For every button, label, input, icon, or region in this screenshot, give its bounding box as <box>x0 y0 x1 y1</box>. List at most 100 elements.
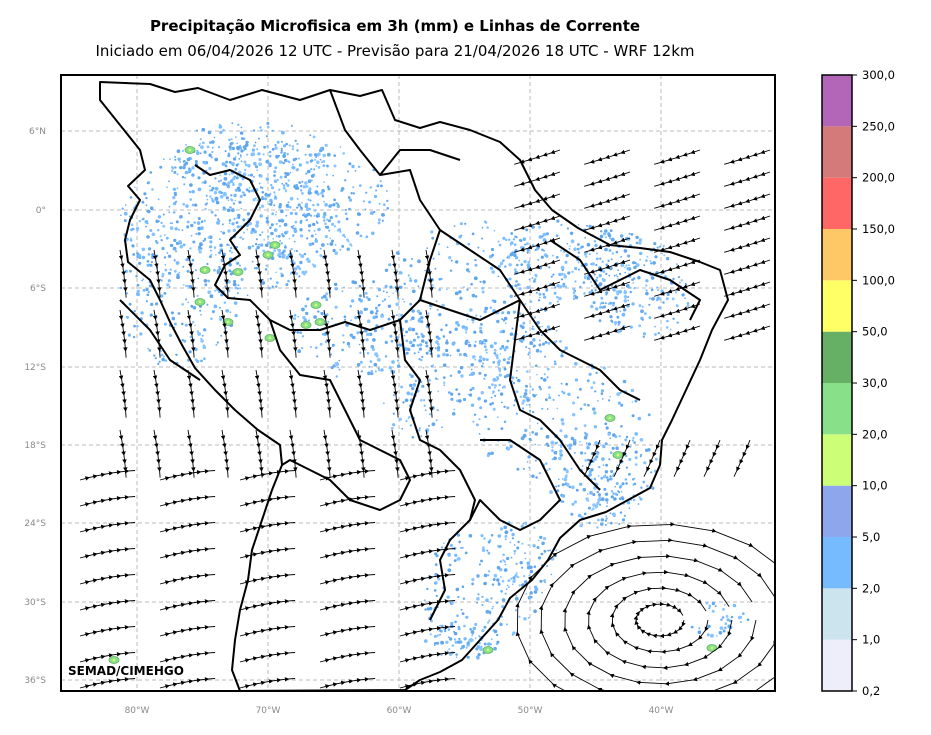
precip-cell <box>512 382 516 385</box>
precip-cell <box>567 271 571 275</box>
streamline <box>254 249 264 298</box>
precip-cell <box>171 169 173 172</box>
precip-cell <box>511 537 514 540</box>
precip-cell <box>524 303 527 305</box>
precip-cell <box>525 228 529 232</box>
precip-cell <box>341 245 345 248</box>
precip-cell <box>478 433 481 435</box>
streamline <box>673 439 691 477</box>
precip-cell <box>518 287 522 291</box>
precip-cell <box>316 203 320 207</box>
precip-cell <box>185 298 188 301</box>
precip-cell <box>531 277 534 279</box>
precip-cell <box>226 183 229 186</box>
precip-cell <box>142 288 146 292</box>
precip-cell <box>552 254 554 257</box>
precip-cell <box>201 334 204 337</box>
precip-cell <box>438 629 442 632</box>
precip-cell <box>651 485 654 488</box>
precip-cell <box>437 253 441 256</box>
precip-cell <box>609 266 613 271</box>
precip-cell <box>600 392 604 395</box>
precip-cell <box>278 160 283 164</box>
precip-cell <box>506 556 510 561</box>
precip-cell <box>448 563 452 567</box>
precip-cell <box>624 438 628 442</box>
precip-cell <box>534 273 538 277</box>
precip-cell <box>359 351 362 354</box>
streamline <box>724 259 771 275</box>
precip-cell <box>487 570 491 573</box>
precip-cell <box>453 638 457 641</box>
precip-cell <box>338 368 341 371</box>
streamline <box>399 625 456 637</box>
precip-cell <box>303 252 307 256</box>
precip-cell <box>315 346 318 350</box>
precip-cell <box>331 239 334 243</box>
precip-cell <box>483 220 487 223</box>
precip-cell <box>235 176 239 180</box>
precip-cell <box>333 225 337 228</box>
precip-cell <box>322 215 326 219</box>
precip-cell <box>424 409 427 411</box>
precip-cell <box>410 345 413 347</box>
precip-cell <box>421 384 425 388</box>
precip-cell <box>447 628 451 631</box>
precip-cell <box>620 490 623 493</box>
precip-cell <box>210 249 212 252</box>
precip-cell <box>654 457 658 461</box>
precip-cell <box>435 300 438 303</box>
precip-cell <box>136 283 140 287</box>
precip-cell <box>628 472 631 476</box>
precip-cell <box>531 474 535 478</box>
precip-cell <box>533 609 537 613</box>
precip-cell <box>654 255 658 259</box>
precip-cell <box>620 403 624 407</box>
precip-cell <box>446 339 448 342</box>
precip-cell <box>174 166 177 169</box>
precip-cell <box>634 261 637 265</box>
precip-cell <box>208 153 212 157</box>
precip-cell <box>481 548 486 553</box>
precip-cell <box>232 157 237 161</box>
precip-cell <box>442 352 446 357</box>
streamline <box>159 469 216 481</box>
precip-cell <box>498 373 502 377</box>
precip-cell <box>215 200 220 205</box>
precip-cell <box>435 419 438 422</box>
precip-cell <box>373 194 378 199</box>
precip-cell <box>141 247 146 252</box>
streamline <box>319 521 376 533</box>
precip-cell <box>429 633 432 636</box>
precip-cell <box>386 199 389 202</box>
precip-cell <box>535 394 538 396</box>
precip-cell <box>143 192 147 196</box>
precip-cell <box>346 247 350 251</box>
precip-cell <box>155 254 159 258</box>
precip-cell <box>565 285 567 288</box>
precip-cell <box>492 377 497 382</box>
precip-cell <box>132 335 136 339</box>
precip-cell <box>322 153 326 158</box>
precip-cell <box>446 650 449 653</box>
precip-cell <box>307 319 311 322</box>
precip-cell <box>129 238 133 242</box>
precip-cell <box>149 206 154 210</box>
precip-cell <box>476 597 480 601</box>
precip-cell <box>621 443 624 446</box>
precip-cell <box>203 357 206 361</box>
precip-cell <box>584 431 587 435</box>
precip-cell <box>289 211 293 215</box>
precip-cell <box>356 362 361 367</box>
precip-cell <box>293 240 296 243</box>
precip-cell <box>456 557 461 561</box>
streamline <box>724 237 771 253</box>
state-border <box>509 299 601 491</box>
precip-cell <box>343 315 347 319</box>
precip-cell <box>279 175 283 179</box>
precip-cell <box>350 244 353 247</box>
precip-cell <box>610 237 615 242</box>
precip-cell <box>160 294 164 298</box>
precip-cell <box>385 291 388 294</box>
precip-cell <box>471 232 475 236</box>
